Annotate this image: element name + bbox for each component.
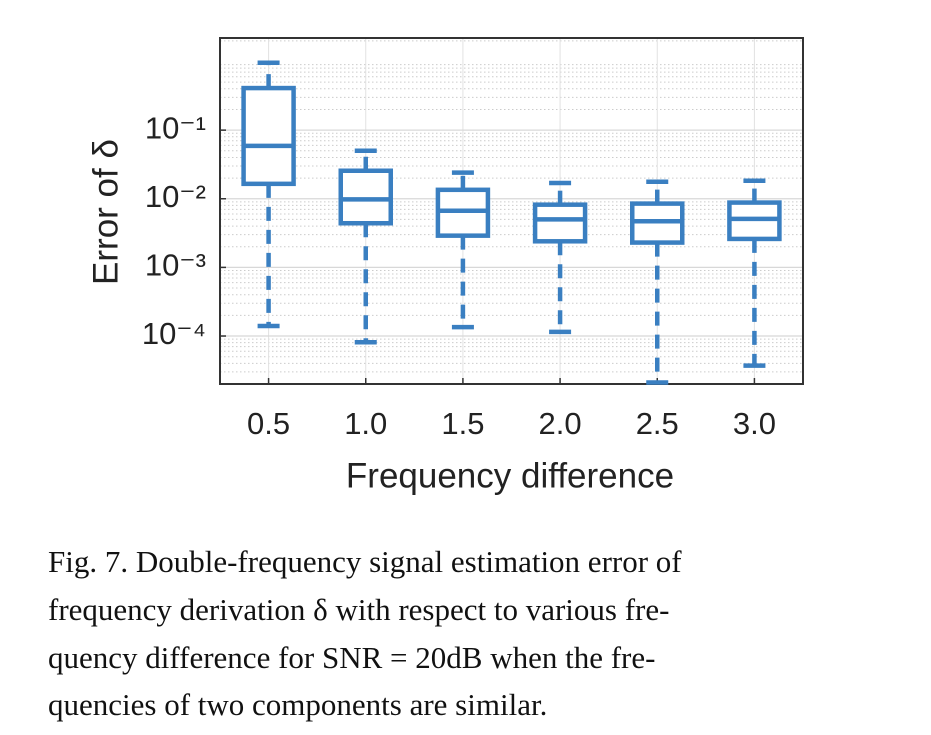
x-tick-label: 1.0 — [344, 406, 387, 441]
box — [241, 85, 296, 187]
x-tick-label: 0.5 — [247, 406, 290, 441]
y-tick-label: 10⁻⁴ — [142, 316, 206, 351]
x-axis-label: Frequency difference — [346, 456, 674, 495]
y-tick-label: 10⁻¹ — [145, 110, 206, 145]
box — [532, 202, 588, 244]
x-tick-label: 2.0 — [539, 406, 582, 441]
caption-line: Fig. 7. Double-frequency signal estimati… — [48, 544, 682, 579]
caption-line: quency difference for SNR = 20dB when th… — [48, 640, 655, 675]
caption-line: frequency derivation δ with respect to v… — [48, 592, 669, 627]
box — [338, 168, 393, 226]
y-tick-label: 10⁻³ — [145, 248, 206, 283]
x-tick-label: 3.0 — [733, 406, 776, 441]
y-tick-label: 10⁻² — [145, 179, 206, 214]
caption-line: quencies of two components are similar. — [48, 687, 547, 722]
y-axis-label: Error of δ — [86, 139, 125, 285]
x-tick-label: 2.5 — [636, 406, 679, 441]
plot-frame — [219, 37, 804, 385]
x-tick-label: 1.5 — [441, 406, 484, 441]
